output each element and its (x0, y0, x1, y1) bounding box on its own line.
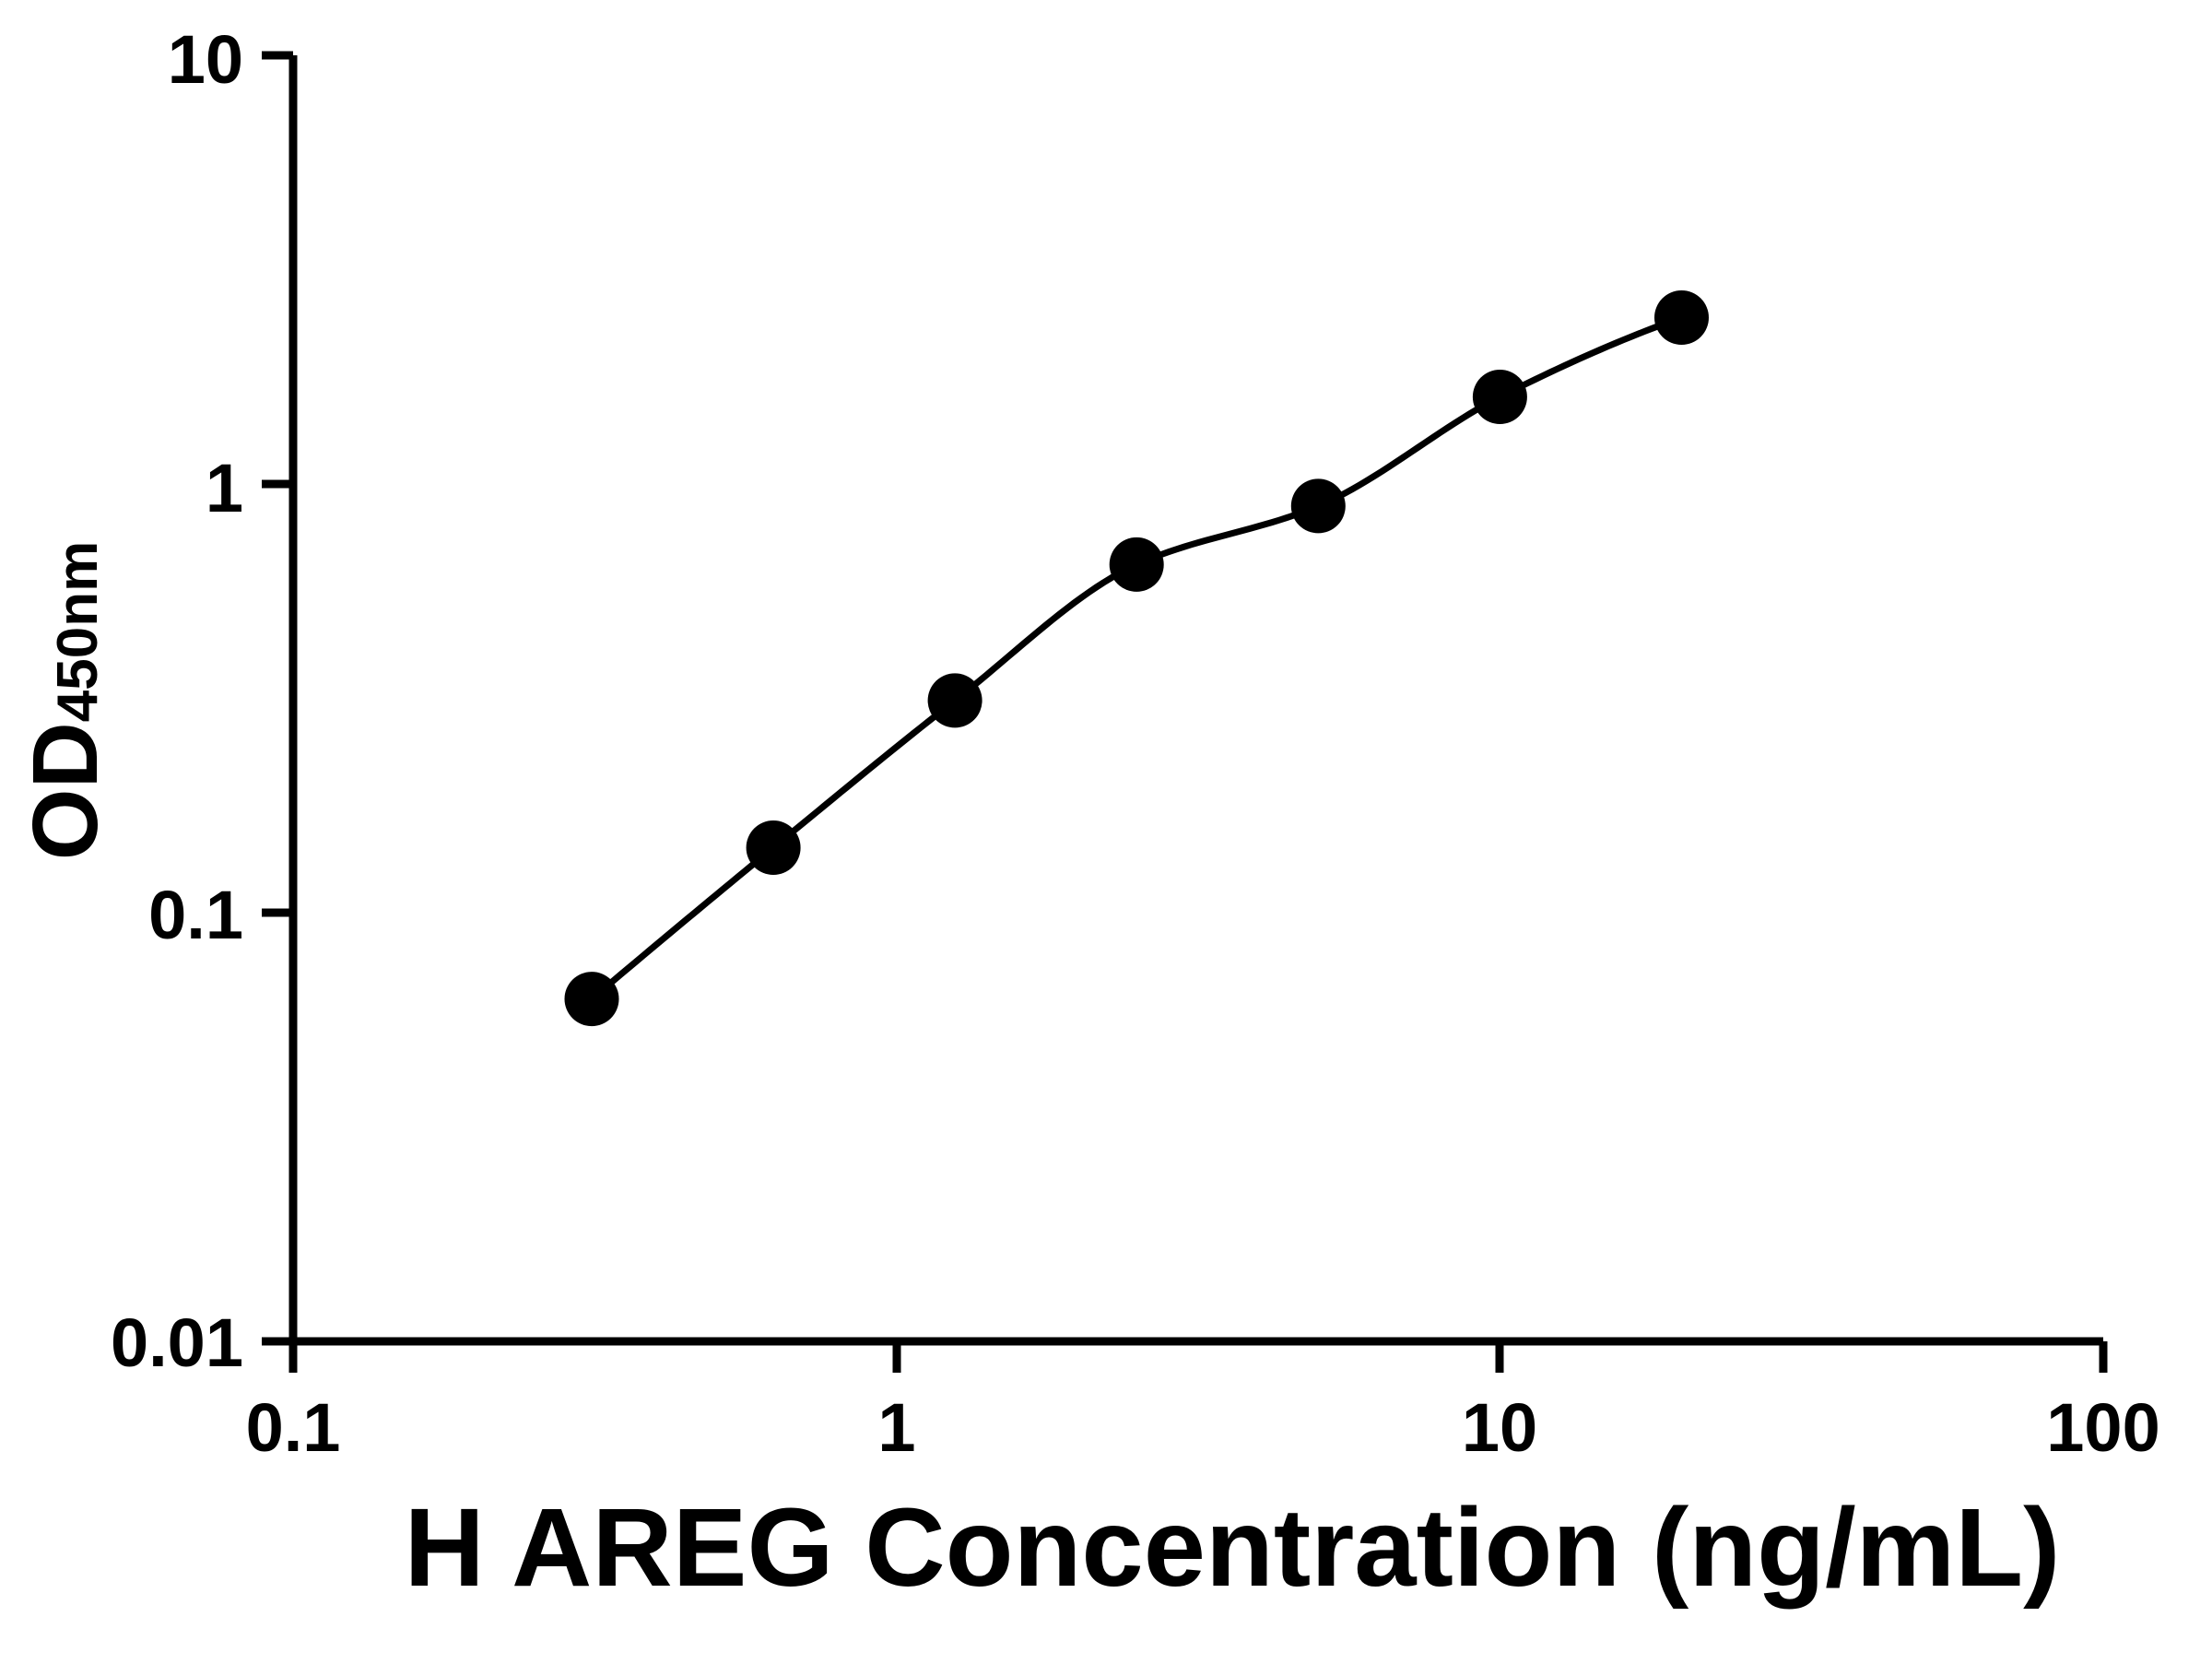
svg-text:1: 1 (206, 450, 243, 526)
svg-text:10: 10 (168, 21, 243, 98)
svg-text:10: 10 (1462, 1389, 1537, 1466)
svg-text:1: 1 (877, 1389, 915, 1466)
svg-text:0.1: 0.1 (246, 1389, 341, 1466)
svg-text:100: 100 (2046, 1389, 2159, 1466)
svg-text:0.01: 0.01 (111, 1304, 243, 1381)
svg-text:OD450nm: OD450nm (14, 541, 117, 860)
svg-text:0.1: 0.1 (148, 877, 243, 953)
svg-text:H AREG Concentration (ng/mL): H AREG Concentration (ng/mL) (405, 1484, 2061, 1610)
